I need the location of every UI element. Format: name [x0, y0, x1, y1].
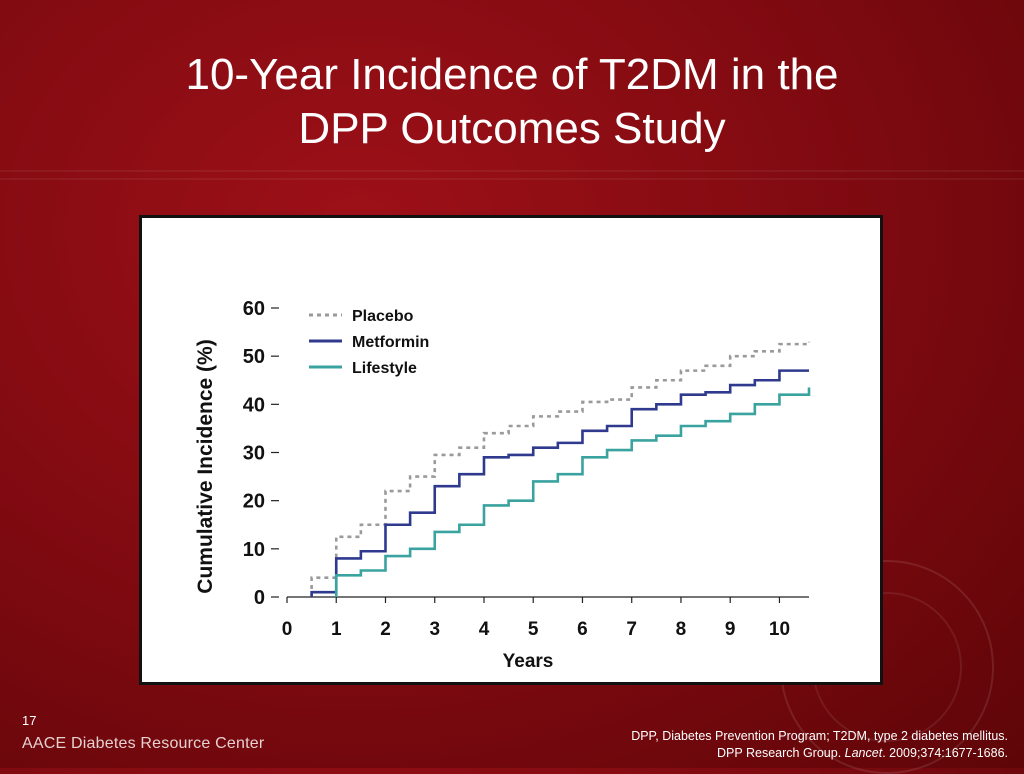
slide-title-line-1: 10-Year Incidence of T2DM in the	[185, 50, 839, 99]
legend-label-metformin: Metformin	[352, 334, 429, 351]
footnote-journal: Lancet	[844, 746, 883, 760]
x-axis-title: Years	[503, 651, 554, 672]
slide-title: 10-Year Incidence of T2DM in the DPP Out…	[0, 48, 1024, 156]
x-tick-label: 7	[626, 619, 637, 640]
legend-label-lifestyle: Lifestyle	[352, 360, 417, 377]
chart-panel: 0 10 20 30 40 50 60 0 1 2 3 4 5 6 7 8 9 10 Years Cumulative…	[139, 215, 883, 685]
x-tick-label: 2	[380, 619, 391, 640]
x-tick-label: 10	[769, 619, 790, 640]
x-tick-label: 5	[528, 619, 539, 640]
brand-label: AACE Diabetes Resource Center	[22, 735, 265, 752]
x-tick-label: 9	[725, 619, 736, 640]
x-tick-label: 8	[676, 619, 687, 640]
x-tick-label: 1	[331, 619, 342, 640]
legend-label-placebo: Placebo	[352, 308, 414, 325]
y-tick-label: 30	[243, 443, 265, 465]
footnote-reference: DPP Research Group. Lancet. 2009;374:167…	[631, 745, 1008, 762]
y-tick-label: 10	[243, 539, 265, 561]
series-line-placebo	[310, 341, 811, 597]
y-tick-label: 20	[243, 491, 265, 513]
x-tick-label: 6	[577, 619, 588, 640]
series-line-metformin	[310, 369, 809, 597]
x-tick-label: 3	[429, 619, 440, 640]
footnote-citation: . 2009;374:1677-1686.	[882, 746, 1008, 760]
x-tick-label: 0	[282, 619, 293, 640]
footnote: DPP, Diabetes Prevention Program; T2DM, …	[631, 728, 1008, 762]
y-axis-title: Cumulative Incidence (%)	[194, 339, 217, 593]
x-tick-label: 4	[479, 619, 490, 640]
y-tick-label: 0	[254, 587, 265, 609]
slide-title-line-2: DPP Outcomes Study	[298, 104, 726, 153]
series-line-lifestyle	[334, 387, 811, 597]
footnote-abbreviations: DPP, Diabetes Prevention Program; T2DM, …	[631, 729, 1008, 743]
footnote-group: DPP Research Group.	[717, 746, 842, 760]
y-tick-label: 50	[243, 346, 265, 368]
incidence-chart: 0 10 20 30 40 50 60 0 1 2 3 4 5 6 7 8 9 10 Years Cumulative…	[194, 298, 811, 672]
y-tick-label: 60	[243, 298, 265, 320]
slide-number: 17	[22, 713, 37, 728]
y-tick-label: 40	[243, 394, 265, 416]
